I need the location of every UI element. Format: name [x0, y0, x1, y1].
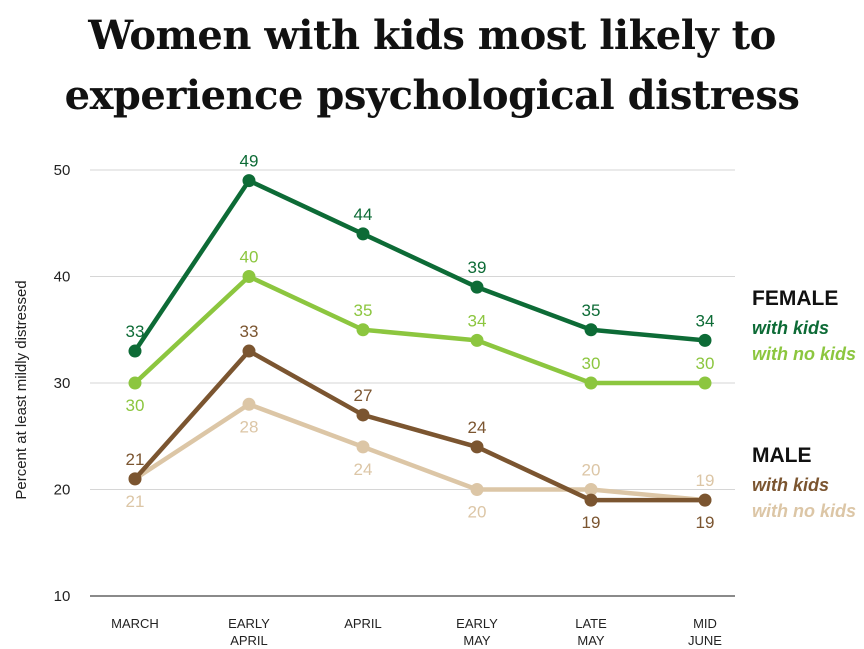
female-with-kids-point [242, 174, 256, 188]
chart-title: Women with kids most likely to experienc… [0, 6, 864, 126]
female-with-kids-point [356, 227, 370, 241]
female-with-kids-value-label: 39 [468, 258, 487, 277]
male-with-kids-line [133, 348, 705, 503]
legend-item-female-with-kids: with kids [752, 318, 829, 338]
female-with-kids-point [584, 323, 598, 337]
male-with-kids-point [584, 493, 598, 507]
female-with-kids-point [128, 344, 142, 358]
y-axis-label: Percent at least mildly distressed [13, 280, 30, 499]
male-with-kids-point [698, 493, 712, 507]
female-with-no-kids-point [584, 376, 598, 390]
y-tick-label: 50 [54, 162, 71, 179]
y-tick-label: 20 [54, 482, 71, 499]
female-with-kids-value-label: 34 [696, 311, 715, 330]
female-with-kids-value-label: 44 [354, 205, 373, 224]
female-with-no-kids-value-label: 30 [582, 354, 601, 373]
legend-item-male-with-kids: with kids [752, 475, 829, 495]
x-axis-ticks: MARCH EARLY APRIL APRIL EARLY MAY LATE MAY MID JU… [111, 616, 722, 648]
male-with-kids-point [128, 472, 142, 486]
legend: FEMALE with kids with no kids MALE with kids… [752, 287, 856, 521]
legend-item-male-with-no-kids: with no kids [752, 501, 856, 521]
female-with-kids-value-label: 49 [240, 152, 259, 171]
male-with-no-kids-value-label: 24 [354, 460, 373, 479]
male-with-no-kids-point [242, 397, 256, 411]
female-with-kids-point [698, 333, 712, 347]
x-tick-label: EARLY APRIL [228, 616, 270, 648]
chart-title-line-2: experience psychological distress [64, 72, 800, 119]
female-with-no-kids-point [128, 376, 142, 390]
x-tick-label: EARLY MAY [456, 616, 498, 648]
male-with-kids-point [470, 440, 484, 454]
legend-heading-male: MALE [752, 444, 812, 467]
male-with-no-kids-value-label: 21 [126, 492, 145, 511]
y-tick-label: 30 [54, 375, 71, 392]
female-with-no-kids-value-label: 35 [354, 301, 373, 320]
chart-title-line-1: Women with kids most likely to [88, 12, 776, 59]
series-lines [128, 174, 712, 507]
female-with-no-kids-value-label: 30 [696, 354, 715, 373]
female-with-no-kids-point [698, 376, 712, 390]
male-with-kids-value-label: 21 [126, 450, 145, 469]
male-with-no-kids-value-label: 20 [468, 503, 487, 522]
male-with-kids-value-label: 19 [582, 513, 601, 532]
male-with-kids-value-label: 27 [354, 386, 373, 405]
y-tick-label: 40 [54, 269, 71, 286]
x-tick-label: APRIL [344, 616, 382, 631]
female-with-no-kids-point [356, 323, 370, 337]
male-with-kids-point [356, 408, 370, 422]
male-with-no-kids-point [470, 483, 484, 496]
female-with-no-kids-line [133, 274, 705, 386]
male-with-no-kids-point [584, 483, 598, 496]
male-with-no-kids-value-label: 20 [582, 461, 601, 480]
y-tick-label: 10 [54, 588, 71, 605]
female-with-kids-value-label: 35 [582, 301, 601, 320]
female-with-no-kids-point [242, 270, 256, 283]
female-with-kids-value-label: 33 [126, 322, 145, 341]
male-with-kids-value-label: 33 [240, 322, 259, 341]
male-with-kids-point [242, 344, 256, 358]
female-with-kids-point [470, 280, 484, 294]
male-with-kids-value-label: 24 [468, 418, 487, 437]
female-with-no-kids-value-label: 40 [240, 248, 259, 267]
male-with-no-kids-line [133, 402, 706, 503]
female-with-no-kids-point [470, 333, 484, 347]
x-tick-label: MID JUNE [688, 616, 722, 648]
male-with-no-kids-value-label: 28 [240, 417, 259, 436]
male-with-no-kids-point [356, 440, 370, 454]
male-with-no-kids-value-label: 19 [696, 471, 715, 490]
male-with-kids-value-label: 19 [696, 513, 715, 532]
x-tick-label: LATE MAY [575, 616, 607, 648]
legend-item-female-with-no-kids: with no kids [752, 344, 856, 364]
legend-heading-female: FEMALE [752, 287, 838, 310]
x-tick-label: MARCH [111, 616, 159, 631]
data-labels: 33 49 44 39 35 34 30 40 35 34 30 30 21 33 27 24 19 19 21 28… [126, 152, 715, 533]
female-with-no-kids-value-label: 34 [468, 311, 487, 330]
female-with-no-kids-value-label: 30 [126, 396, 145, 415]
female-with-kids-line [133, 178, 706, 353]
y-axis-ticks: 10 20 30 40 50 [54, 162, 71, 605]
